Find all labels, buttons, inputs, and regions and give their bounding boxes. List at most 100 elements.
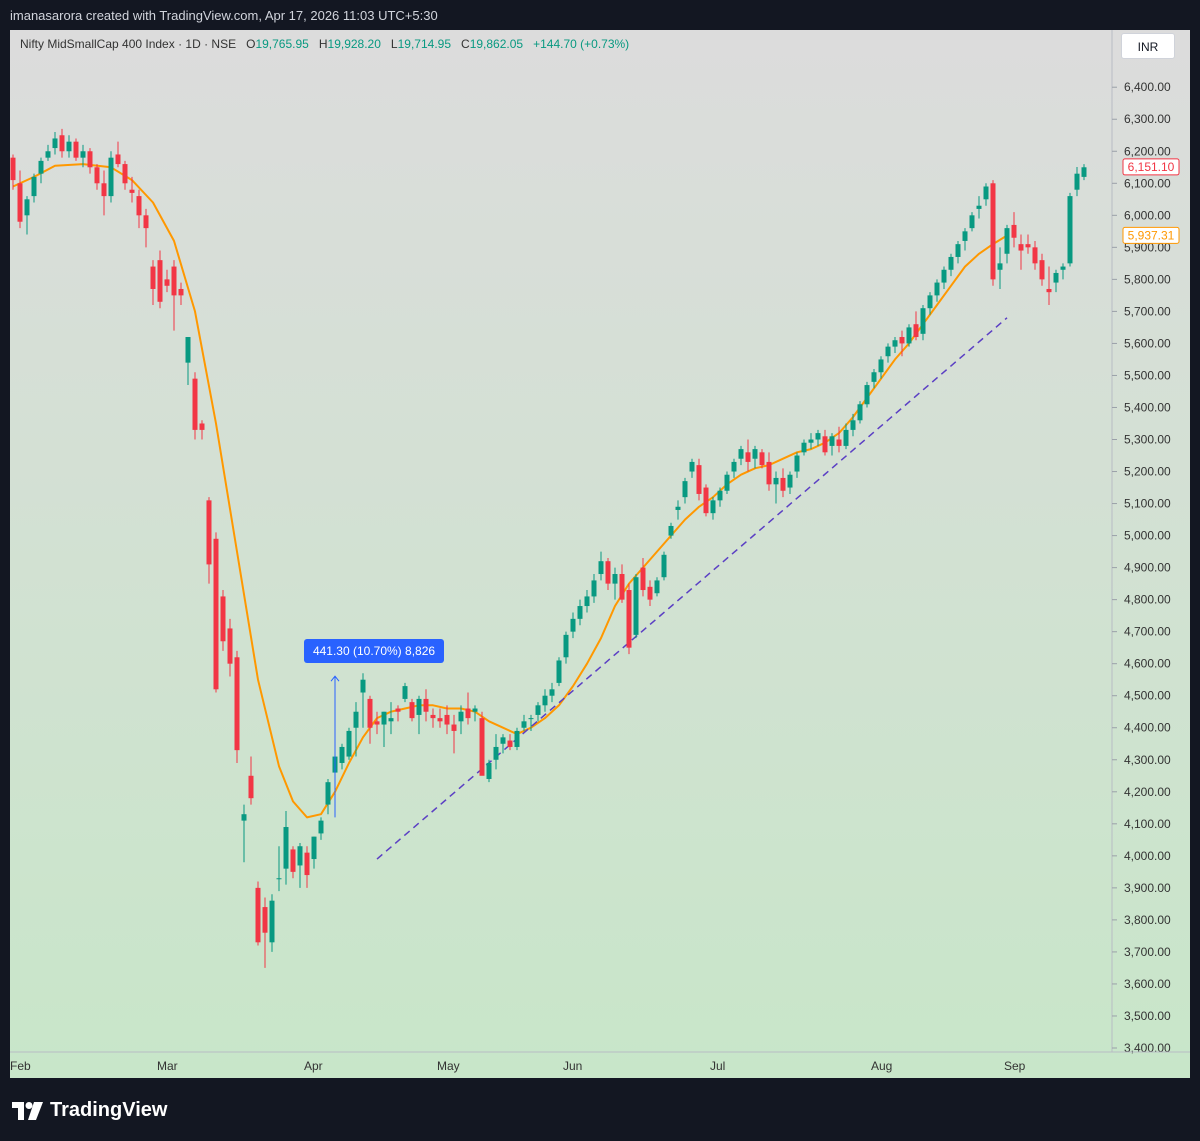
candle-body — [955, 244, 961, 257]
tradingview-logo-text: TradingView — [50, 1099, 168, 1121]
candle-body — [962, 231, 968, 241]
candle — [1004, 224, 1010, 264]
price-chart[interactable]: 6,400.00 6,300.00 6,200.00 6,100.00 6,000.00… — [10, 30, 1190, 1078]
candle-body — [864, 385, 870, 405]
candle — [724, 471, 730, 494]
candle-body — [290, 849, 296, 872]
candle — [479, 711, 485, 776]
candle-body — [206, 500, 212, 565]
price-tick-label: 3,700.00 — [1124, 945, 1171, 959]
candle-body — [969, 215, 975, 229]
candle — [647, 580, 653, 607]
candle — [857, 401, 863, 424]
candle-body — [192, 378, 198, 430]
candle-body — [66, 141, 72, 152]
candle — [283, 811, 289, 885]
candle-body — [115, 154, 121, 165]
candle — [1046, 266, 1052, 305]
candle — [836, 426, 842, 453]
candle-body — [395, 708, 401, 712]
time-axis-label: Feb — [10, 1059, 31, 1073]
candle — [696, 458, 702, 501]
candle — [892, 337, 898, 354]
tradingview-logo[interactable]: TradingView — [12, 1099, 167, 1122]
high-value: 19,928.20 — [327, 37, 381, 51]
candle — [1018, 234, 1024, 270]
candle — [808, 433, 814, 450]
candle-body — [710, 500, 716, 514]
candle-body — [479, 718, 485, 776]
candle-body — [682, 481, 688, 498]
candle — [542, 689, 548, 712]
candle-body — [241, 814, 247, 821]
candle — [297, 843, 303, 888]
candle — [339, 743, 345, 770]
candle-body — [1039, 260, 1045, 280]
candle-body — [374, 721, 380, 725]
price-tick-label: 4,200.00 — [1124, 785, 1171, 799]
candle — [38, 157, 44, 184]
candle-body — [941, 269, 947, 283]
candle-body — [1053, 272, 1059, 283]
candle-body — [451, 724, 457, 731]
candle — [906, 324, 912, 347]
candle-body — [1025, 244, 1031, 248]
currency-button[interactable]: INR — [1121, 33, 1175, 59]
price-tick-label: 4,700.00 — [1124, 625, 1171, 639]
candle-body — [122, 164, 128, 184]
candle-body — [101, 183, 107, 197]
candle-body — [689, 461, 695, 472]
chart-frame[interactable]: 6,400.00 6,300.00 6,200.00 6,100.00 6,000.00… — [10, 30, 1190, 1078]
candle — [374, 711, 380, 735]
symbol-legend: Nifty MidSmallCap 400 Index · 1D · NSE O… — [20, 37, 629, 51]
candle-body — [878, 359, 884, 373]
candle-body — [367, 698, 373, 728]
candle-body — [920, 308, 926, 334]
candle-body — [934, 282, 940, 296]
candle — [570, 612, 576, 639]
candle — [59, 128, 65, 158]
candle — [458, 705, 464, 735]
candle — [94, 164, 100, 190]
candle — [717, 487, 723, 507]
candle-body — [108, 157, 114, 197]
candle-body — [255, 887, 261, 943]
candle — [668, 522, 674, 539]
open-key: O — [246, 37, 256, 51]
candle-body — [227, 628, 233, 664]
candle-body — [283, 827, 289, 869]
candle — [115, 141, 121, 168]
candle — [1081, 164, 1087, 181]
candle-body — [633, 577, 639, 635]
candle-body — [1081, 167, 1087, 177]
candle-body — [73, 141, 79, 158]
candle-body — [185, 337, 191, 363]
candle-body — [213, 538, 219, 690]
candle — [822, 429, 828, 456]
time-axis-label: Jun — [563, 1059, 582, 1073]
close-value: 19,862.05 — [469, 37, 524, 51]
candle — [962, 228, 968, 251]
candle — [787, 471, 793, 494]
candle-body — [80, 151, 86, 158]
candle-body — [619, 574, 625, 600]
candle — [927, 292, 933, 315]
candle — [269, 894, 275, 952]
candle-body — [598, 561, 604, 575]
candle-body — [10, 157, 16, 181]
candle-body — [507, 740, 513, 747]
candle — [563, 631, 569, 664]
candle-body — [976, 205, 982, 209]
candle-body — [1018, 244, 1024, 251]
candle — [220, 590, 226, 651]
candle — [591, 574, 597, 603]
candle — [731, 458, 737, 478]
candle-body — [52, 138, 58, 149]
candle — [227, 618, 233, 677]
candle — [976, 196, 982, 219]
candle — [234, 650, 240, 763]
candle — [969, 212, 975, 232]
candle-body — [752, 449, 758, 459]
candle-body — [1060, 266, 1066, 270]
last-price-text: 6,151.10 — [1128, 160, 1175, 174]
